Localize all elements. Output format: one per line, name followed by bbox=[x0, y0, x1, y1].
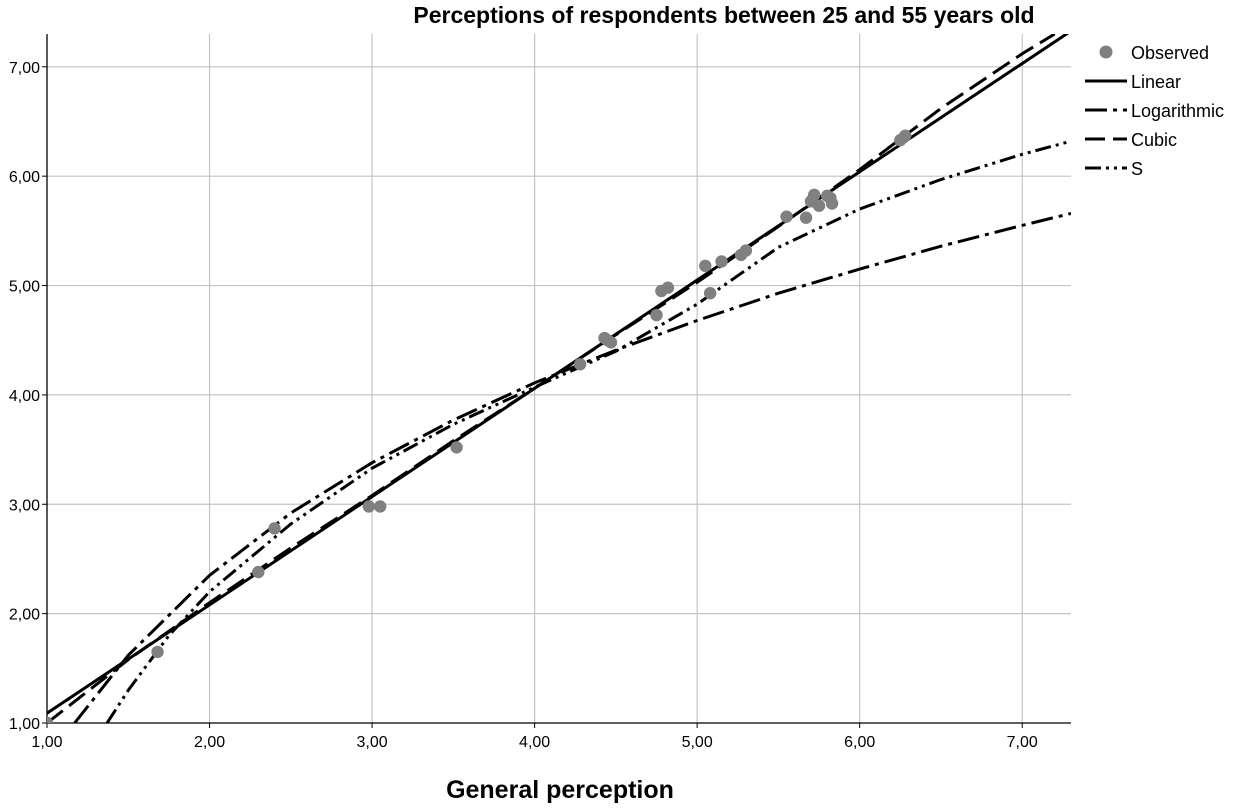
legend-item-s: S bbox=[1085, 159, 1143, 179]
y-tick-label: 1,00 bbox=[9, 716, 40, 733]
observed-point bbox=[699, 259, 712, 273]
legend: Observed Linear Logarithmic Cubic S bbox=[1085, 43, 1224, 179]
observed-point bbox=[715, 255, 728, 268]
legend-label: S bbox=[1131, 159, 1143, 179]
legend-label: Logarithmic bbox=[1131, 101, 1224, 121]
observed-point bbox=[799, 211, 813, 224]
grid-lines bbox=[47, 34, 1071, 723]
observed-point bbox=[812, 199, 826, 212]
observed-point bbox=[450, 441, 463, 454]
legend-item-linear: Linear bbox=[1085, 72, 1181, 92]
observed-point bbox=[573, 358, 587, 371]
legend-label: Linear bbox=[1131, 72, 1181, 92]
tick-labels: 1,00 2,00 3,00 4,00 5,00 6,00 7,00 1,00 2,00 3,00… bbox=[9, 60, 1038, 751]
y-tick-label: 4,00 bbox=[9, 388, 40, 405]
observed-point bbox=[374, 500, 387, 513]
observed-point bbox=[807, 188, 821, 201]
plot-background bbox=[47, 34, 1071, 723]
observed-point bbox=[604, 336, 618, 349]
series-line-cubic bbox=[47, 34, 1056, 723]
observed-point bbox=[650, 308, 663, 322]
y-tick-label: 2,00 bbox=[9, 607, 40, 624]
observed-point bbox=[268, 522, 281, 535]
legend-label: Cubic bbox=[1131, 130, 1177, 150]
y-tick-label: 7,00 bbox=[9, 60, 40, 77]
chart-title: Perceptions of respondents between 25 an… bbox=[413, 2, 1035, 28]
legend-marker-observed bbox=[1099, 45, 1113, 59]
observed-point bbox=[780, 210, 793, 223]
x-tick-label: 4,00 bbox=[519, 734, 550, 751]
y-tick-label: 6,00 bbox=[9, 169, 40, 186]
observed-points bbox=[47, 129, 912, 723]
legend-item-cubic: Cubic bbox=[1085, 130, 1177, 150]
observed-point bbox=[703, 286, 717, 300]
x-tick-label: 6,00 bbox=[844, 734, 875, 751]
legend-label: Observed bbox=[1131, 43, 1209, 63]
observed-point bbox=[252, 565, 265, 579]
x-tick-label: 2,00 bbox=[194, 734, 225, 751]
y-tick-label: 3,00 bbox=[9, 497, 40, 514]
x-tick-label: 3,00 bbox=[357, 734, 388, 751]
observed-point bbox=[362, 500, 376, 513]
x-tick-label: 7,00 bbox=[1007, 734, 1038, 751]
x-axis-label: General perception bbox=[446, 776, 674, 804]
legend-item-logarithmic: Logarithmic bbox=[1085, 101, 1224, 121]
observed-point bbox=[661, 281, 675, 294]
observed-point bbox=[739, 244, 753, 257]
legend-item-observed: Observed bbox=[1099, 43, 1209, 63]
observed-point bbox=[825, 197, 839, 210]
observed-point bbox=[47, 716, 54, 723]
axes bbox=[42, 34, 1071, 728]
x-tick-label: 5,00 bbox=[682, 734, 713, 751]
observed-point bbox=[151, 645, 164, 659]
observed-point bbox=[899, 129, 912, 142]
y-tick-label: 5,00 bbox=[9, 279, 40, 296]
x-tick-label: 1,00 bbox=[31, 734, 62, 751]
